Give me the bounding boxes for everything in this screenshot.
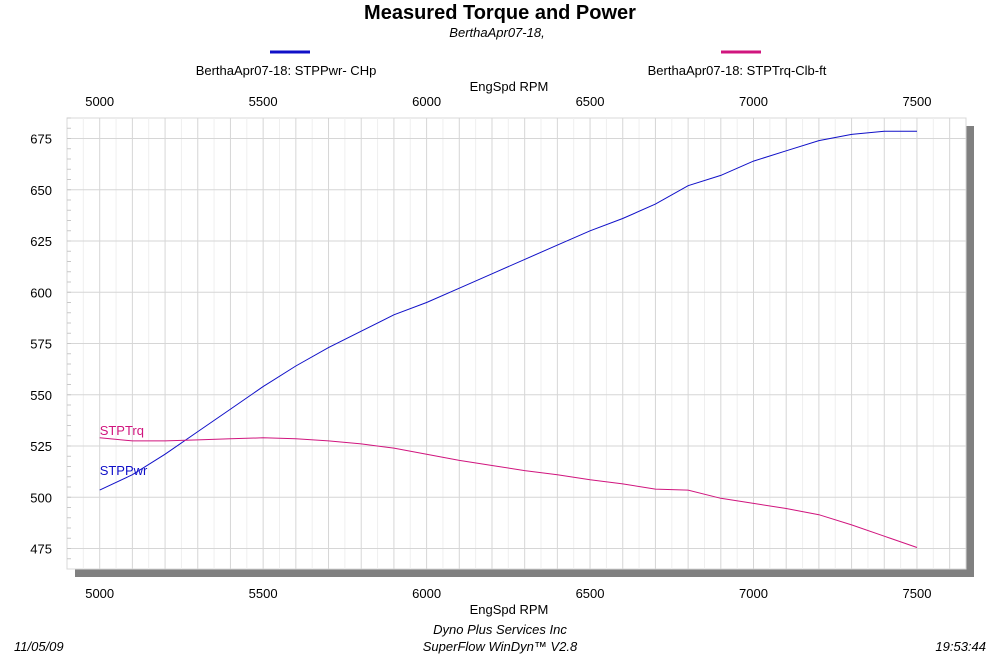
series-label-stppwr: STPPwr [100, 463, 148, 478]
x-tick-label-bottom: 7000 [739, 586, 768, 601]
ticks: 5000 5000 5500 5500 6000 6000 6500 6500 7000 7000… [30, 94, 931, 601]
grid [67, 118, 966, 569]
series-line-stppwr [99, 130, 917, 491]
y-tick-label: 550 [30, 388, 52, 403]
x-tick-label-top: 7500 [903, 94, 932, 109]
series-line-stptrq [99, 437, 918, 548]
x-tick-label-top: 6500 [576, 94, 605, 109]
legend-label: BerthaApr07-18: STPTrq-Clb-ft [648, 63, 827, 78]
x-tick-label-bottom: 7500 [903, 586, 932, 601]
x-tick-label-bottom: 6500 [576, 586, 605, 601]
y-tick-label: 650 [30, 183, 52, 198]
plot-shadow-right [966, 126, 974, 577]
chart-title: Measured Torque and Power [364, 2, 636, 24]
legend-label: BerthaApr07-18: STPPwr- CHp [196, 63, 377, 78]
y-tick-label: 575 [30, 337, 52, 352]
x-tick-label-top: 6000 [412, 94, 441, 109]
chart-subtitle: BerthaApr07-18, [449, 25, 544, 40]
x-axis-label-bottom: EngSpd RPM [470, 602, 549, 617]
y-tick-label: 600 [30, 285, 52, 300]
legend: BerthaApr07-18: STPPwr- CHp BerthaApr07-1… [196, 50, 827, 78]
x-tick-label-top: 5500 [249, 94, 278, 109]
series: STPPwr STPTrq [99, 130, 918, 548]
footer-time: 19:53:44 [935, 639, 986, 654]
x-tick-label-top: 5000 [85, 94, 114, 109]
y-tick-label: 525 [30, 439, 52, 454]
y-tick-label: 500 [30, 490, 52, 505]
y-tick-label: 675 [30, 132, 52, 147]
plot-shadow-bottom [75, 569, 974, 577]
footer-company: Dyno Plus Services Inc [433, 622, 567, 637]
footer-date: 11/05/09 [14, 639, 64, 654]
x-tick-label-top: 7000 [739, 94, 768, 109]
series-label-stptrq: STPTrq [100, 423, 144, 438]
x-tick-label-bottom: 6000 [412, 586, 441, 601]
y-tick-label: 475 [30, 542, 52, 557]
x-tick-label-bottom: 5500 [249, 586, 278, 601]
x-tick-label-bottom: 5000 [85, 586, 114, 601]
footer-software: SuperFlow WinDyn™ V2.8 [423, 639, 578, 654]
y-tick-label: 625 [30, 234, 52, 249]
x-axis-label-top: EngSpd RPM [470, 79, 549, 94]
